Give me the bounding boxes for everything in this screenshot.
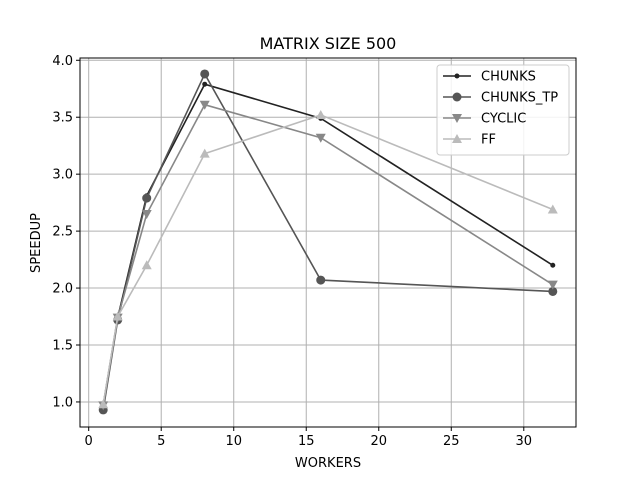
y-tick-label: 2.0	[52, 282, 73, 297]
data-point-cyclic	[315, 133, 326, 143]
y-tick-label: 1.0	[52, 395, 73, 410]
data-point-ff	[315, 109, 326, 119]
x-tick-label: 10	[225, 434, 242, 449]
series-line-ff	[102, 114, 554, 405]
legend-label-chunks: CHUNKS	[481, 70, 536, 85]
y-tick-label: 1.5	[52, 339, 73, 354]
data-point-chunks-tp	[200, 69, 210, 79]
data-point-ff	[199, 148, 210, 158]
y-tick-label: 3.5	[52, 111, 73, 126]
y-axis-label: SPEEDUP	[29, 213, 44, 273]
legend-entry-ff: FF	[443, 133, 496, 148]
plot-area-frame	[79, 57, 577, 428]
legend-label-ff: FF	[481, 133, 496, 148]
data-point-cyclic	[199, 100, 210, 110]
data-point-ff	[547, 204, 558, 214]
x-tick-label: 15	[298, 434, 315, 449]
x-tick-label: 20	[370, 434, 387, 449]
data-point-ff	[112, 311, 123, 321]
y-tick-label: 4.0	[52, 54, 73, 69]
y-tick-label: 3.0	[52, 168, 73, 183]
data-point-chunks-tp	[548, 286, 558, 296]
legend-label-cyclic: CYCLIC	[481, 112, 526, 127]
legend-swatch-marker	[452, 114, 462, 123]
legend-swatch-marker	[454, 73, 460, 79]
data-point-chunks	[550, 262, 556, 268]
legend-entry-chunks: CHUNKS	[443, 70, 536, 85]
chart-title: MATRIX SIZE 500	[260, 34, 397, 53]
data-point-ff	[141, 260, 152, 270]
legend-swatch-marker	[452, 134, 462, 143]
x-axis-label: WORKERS	[295, 456, 361, 471]
legend-entry-cyclic: CYCLIC	[443, 112, 526, 127]
data-point-cyclic	[141, 210, 152, 220]
legend-label-chunks-tp: CHUNKS_TP	[481, 91, 558, 106]
x-tick-label: 0	[85, 434, 93, 449]
data-point-ff	[98, 399, 109, 409]
data-point-cyclic	[547, 280, 558, 290]
x-tick-label: 25	[443, 434, 460, 449]
legend-entry-chunks-tp: CHUNKS_TP	[443, 91, 558, 106]
legend: CHUNKS CHUNKS_TP CYCLIC FF	[436, 64, 570, 156]
legend-box	[436, 64, 570, 156]
axis-ticks: 0 5 10 15 20 25 30 1.0 1.5 2.0 2.5 3.0 3.5 4.0	[52, 54, 532, 449]
y-tick-label: 2.5	[52, 225, 73, 240]
legend-swatch-marker	[452, 92, 462, 102]
series-layer	[98, 69, 558, 415]
x-tick-label: 30	[516, 434, 533, 449]
series-ff	[98, 109, 558, 409]
x-tick-label: 5	[157, 434, 165, 449]
data-point-chunks-tp	[142, 193, 152, 203]
data-point-chunks	[202, 81, 208, 87]
data-point-chunks-tp	[316, 275, 326, 285]
